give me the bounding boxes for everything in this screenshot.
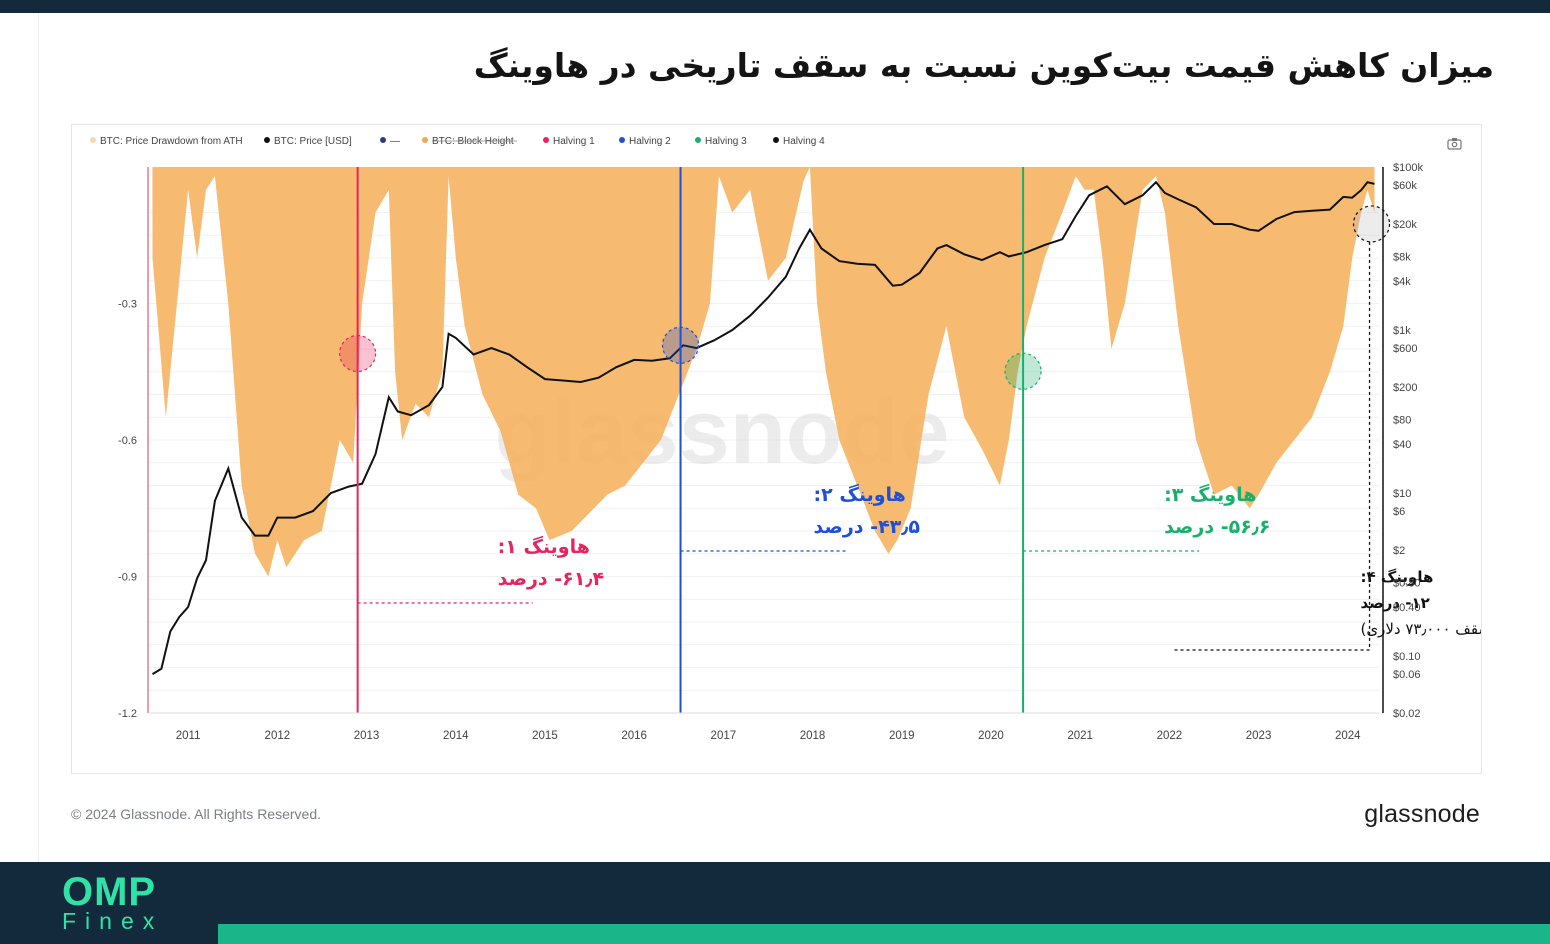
x-tick-label: 2011 [176,730,201,742]
chart-panel: glassnode هاوینگ ۱: ۶۱٫۴- درصد هاوینگ ۲: ۴۳… [71,124,1482,774]
legend-label: Halving 3 [705,136,747,147]
camera-icon[interactable] [1447,138,1462,150]
left-axis: -0.3 -0.6 -0.9 -1.2 [118,167,149,720]
legend-label: BTC: Price Drawdown from ATH [100,136,243,147]
right-tick-label: $20k [1393,219,1417,231]
right-tick-label: $0.80 [1393,577,1421,589]
footer-accent [218,924,1550,944]
halving-label-title: هاوینگ ۱: [498,535,590,558]
halving-marker [1004,352,1042,390]
right-tick-label: $60k [1393,180,1417,192]
right-tick-label: $0.40 [1393,602,1421,614]
legend-label: BTC: Block Height [432,136,514,147]
legend-swatch [773,137,779,143]
legend-swatch [90,137,96,143]
halving-label-title: هاوینگ ۴: [1361,568,1434,586]
left-rule [38,13,39,863]
drawdown-area [152,167,1375,577]
right-tick-label: $100k [1393,162,1423,174]
x-tick-label: 2022 [1157,730,1183,742]
x-tick-label: 2020 [978,730,1004,742]
right-tick-label: $600 [1393,343,1417,355]
legend-label: Halving 1 [553,136,595,147]
legend-label: — [390,136,400,147]
x-tick-label: 2013 [354,730,380,742]
x-tick-label: 2014 [443,730,469,742]
x-tick-label: 2018 [800,730,826,742]
right-tick-label: $40 [1393,439,1411,451]
halving-label-value: ۵۶٫۶- درصد [1164,516,1270,538]
x-tick-label: 2016 [621,730,647,742]
legend: BTC: Price Drawdown from ATH BTC: Price [… [90,136,825,147]
page-title: میزان کاهش قیمت بیت‌کوین نسبت به سقف تار… [473,46,1494,85]
left-tick-label: -1.2 [118,708,137,720]
x-tick-label: 2012 [265,730,291,742]
halving-label-value: ۴۳٫۵- درصد [814,516,921,538]
halving-label-note: (از سقف ۷۳٫۰۰۰ دلاری) [1361,620,1481,638]
x-axis: 2011 2012 2013 2014 2015 2016 2017 2018 2019 2020… [148,712,1379,742]
glassnode-logo: glassnode [1364,800,1480,828]
top-bar [0,0,1550,13]
right-tick-label: $10 [1393,488,1411,500]
right-axis: $100k $60k $20k $8k $4k $1k $600 $200 $80 $40 $10 $… [1382,162,1423,720]
right-tick-label: $0.06 [1393,669,1421,681]
legend-swatch [380,137,386,143]
right-tick-label: $1k [1393,325,1411,337]
legend-label: BTC: Price [USD] [274,136,352,147]
omp-logo: OMP [62,870,157,914]
legend-label: Halving 4 [783,136,825,147]
x-tick-label: 2023 [1246,730,1272,742]
right-tick-label: $2 [1393,545,1405,557]
right-tick-label: $0.02 [1393,708,1421,720]
halving-label-title: هاوینگ ۳: [1164,483,1256,506]
right-tick-label: $4k [1393,276,1411,288]
legend-swatch [619,137,625,143]
halving-marker [339,334,377,373]
halving-lines: هاوینگ ۱: ۶۱٫۴- درصد هاوینگ ۲: ۴۳٫۵- درصد ها… [339,167,1481,713]
right-tick-label: $0.10 [1393,651,1421,663]
right-tick-label: $200 [1393,382,1417,394]
halving-label-value: ۱۲- درصد [1361,594,1430,612]
legend-label: Halving 2 [629,136,671,147]
right-tick-label: $80 [1393,414,1411,426]
copyright-text: © 2024 Glassnode. All Rights Reserved. [71,806,322,822]
left-tick-label: -0.9 [118,572,137,584]
left-tick-label: -0.3 [118,299,137,311]
left-tick-label: -0.6 [118,435,137,447]
right-tick-label: $6 [1393,506,1405,518]
x-tick-label: 2017 [711,730,737,742]
x-tick-label: 2024 [1335,730,1361,742]
halving-marker [1352,205,1391,243]
finex-logo: Finex [62,908,164,934]
halving-marker [661,326,700,364]
right-tick-label: $8k [1393,251,1411,263]
x-tick-label: 2021 [1067,730,1093,742]
halving-label-value: ۶۱٫۴- درصد [498,568,604,590]
legend-swatch [264,137,270,143]
price-line [151,180,1375,675]
x-tick-label: 2019 [889,730,915,742]
legend-swatch [422,137,428,143]
x-tick-label: 2015 [532,730,558,742]
halving-label-title: هاوینگ ۲: [814,483,906,506]
legend-swatch [543,137,549,143]
legend-swatch [695,137,701,143]
